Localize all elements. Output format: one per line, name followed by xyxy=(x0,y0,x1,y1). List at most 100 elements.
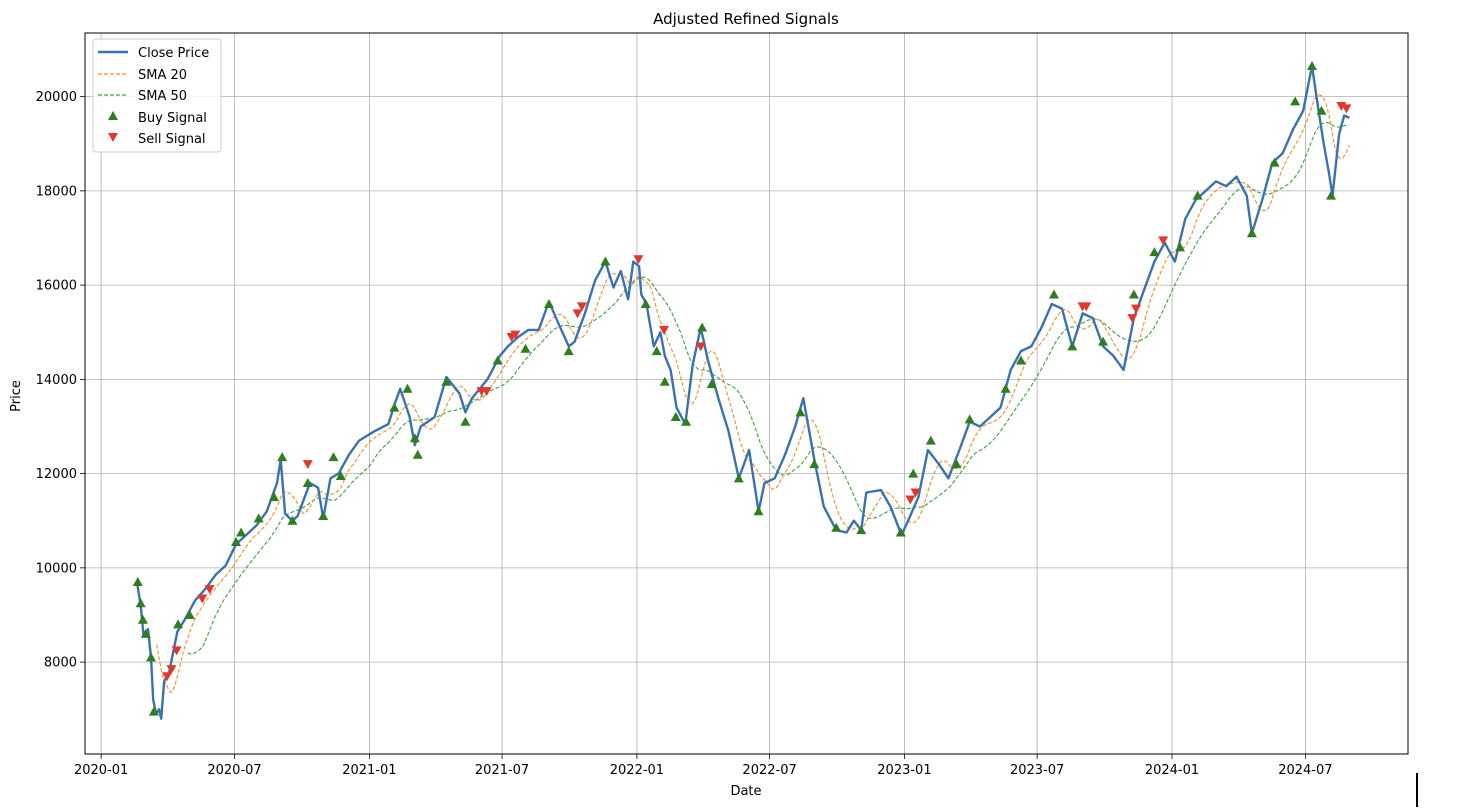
sell-signal-marker xyxy=(171,646,182,656)
sell-signal-marker xyxy=(1158,236,1169,246)
y-tick-label: 14000 xyxy=(36,373,77,388)
buy-signal-marker xyxy=(389,402,400,412)
buy-signal-marker xyxy=(1175,242,1186,252)
buy-signal-marker xyxy=(925,435,936,445)
sell-signal-marker xyxy=(905,495,916,505)
buy-signal-marker xyxy=(543,298,554,308)
sell-signal-marker xyxy=(695,342,706,352)
legend-buy-label: Buy Signal xyxy=(138,111,207,126)
buy-signal-marker xyxy=(670,412,681,422)
buy-signal-marker xyxy=(681,416,692,426)
buy-signal-marker xyxy=(831,522,842,532)
legend: Close Price SMA 20 SMA 50 Buy Signal Sel… xyxy=(92,38,222,153)
buy-signal-marker xyxy=(441,376,452,386)
buy-signal-marker xyxy=(520,343,531,353)
buy-signal-marker xyxy=(1015,355,1026,365)
buy-signal-marker xyxy=(236,527,247,537)
buy-signal-marker xyxy=(302,478,313,488)
y-axis-label: Price xyxy=(9,380,24,412)
buy-signal-marker xyxy=(137,614,148,624)
x-tick-label: 2022-01 xyxy=(610,763,664,778)
buy-signal-marker xyxy=(318,511,329,521)
sell-signal-marker xyxy=(510,330,521,340)
x-tick-label: 2022-07 xyxy=(742,763,796,778)
legend-sma50-label: SMA 50 xyxy=(138,89,187,104)
buy-signal-marker xyxy=(1128,289,1139,299)
legend-buy-marker xyxy=(108,111,118,120)
y-tick-label: 10000 xyxy=(36,561,77,576)
grid xyxy=(85,33,1408,754)
buy-signal-marker xyxy=(148,706,159,716)
buy-signal-marker xyxy=(287,515,298,525)
sell-signal-marker xyxy=(633,255,644,265)
x-tick-label: 2021-01 xyxy=(342,763,396,778)
buy-signal-marker xyxy=(733,473,744,483)
x-tick-label: 2024-07 xyxy=(1278,763,1332,778)
buy-signal-marker xyxy=(1306,60,1317,70)
buy-signal-marker xyxy=(145,652,156,662)
buy-signal-marker xyxy=(895,527,906,537)
buy-signal-marker xyxy=(1246,228,1257,238)
buy-signal-marker xyxy=(328,452,339,462)
buy-signal-marker xyxy=(651,346,662,356)
buy-signal-marker xyxy=(908,468,919,478)
buy-signal-marker xyxy=(460,416,471,426)
y-tick-label: 12000 xyxy=(36,467,77,482)
buy-signal-marker xyxy=(1316,105,1327,115)
sell-signal-marker xyxy=(576,302,587,312)
x-tick-label: 2020-01 xyxy=(74,763,128,778)
buy-signal-marker xyxy=(173,619,184,629)
buy-signal-marker xyxy=(277,452,288,462)
buy-signal-marker xyxy=(412,449,423,459)
buy-signal-marker xyxy=(1000,383,1011,393)
buy-signal-marker xyxy=(563,346,574,356)
buy-signal-marker xyxy=(402,383,413,393)
y-tick-label: 18000 xyxy=(36,184,77,199)
buy-signal-marker xyxy=(253,513,264,523)
buy-signal-marker xyxy=(1048,289,1059,299)
buy-signal-marker xyxy=(1290,96,1301,106)
legend-box xyxy=(92,38,222,153)
plot-frame xyxy=(84,32,1409,755)
buy-signal-marker xyxy=(856,525,867,535)
legend-sell-label: Sell Signal xyxy=(138,132,206,147)
plot-area xyxy=(132,60,1352,720)
x-tick-label: 2020-07 xyxy=(207,763,261,778)
buy-signal-marker xyxy=(335,470,346,480)
x-tick-label: 2024-01 xyxy=(1145,763,1199,778)
buy-signal-marker xyxy=(132,576,143,586)
x-tick-label: 2021-07 xyxy=(475,763,529,778)
buy-signal-marker xyxy=(1326,190,1337,200)
buy-signal-marker xyxy=(753,506,764,516)
buy-signal-marker xyxy=(809,459,820,469)
buy-signal-marker xyxy=(1098,336,1109,346)
buy-signal-marker xyxy=(706,379,717,389)
sell-signal-marker xyxy=(1131,304,1142,314)
sell-signal-marker xyxy=(204,585,215,595)
buy-signal-marker xyxy=(269,492,280,502)
sell-signal-marker xyxy=(910,488,921,498)
sell-signal-marker xyxy=(572,309,583,319)
x-tick-label: 2023-01 xyxy=(877,763,931,778)
legend-close-label: Close Price xyxy=(138,46,209,61)
sell-signal-marker xyxy=(659,325,670,335)
sell-signal-marker xyxy=(1127,314,1138,324)
buy-signal-marker xyxy=(964,414,975,424)
sell-signal-marker xyxy=(1081,302,1092,312)
x-axis: 2020-01 2020-07 2021-01 2021-07 2022-01 2022-… xyxy=(74,754,1333,778)
sell-signal-marker xyxy=(1341,104,1352,114)
buy-signal-marker xyxy=(492,355,503,365)
sell-signal-marker xyxy=(166,665,177,675)
buy-signal-marker xyxy=(1269,157,1280,167)
buy-signal-marker xyxy=(659,376,670,386)
buy-signal-marker xyxy=(184,609,195,619)
buy-signal-marker xyxy=(1192,190,1203,200)
sell-signal-marker xyxy=(302,460,313,470)
x-tick-label: 2023-07 xyxy=(1010,763,1064,778)
buy-signal-marker xyxy=(951,459,962,469)
buy-signal-marker xyxy=(795,407,806,417)
x-axis-label: Date xyxy=(730,784,761,799)
chart-title: Adjusted Refined Signals xyxy=(653,10,839,28)
buy-signal-marker xyxy=(409,433,420,443)
